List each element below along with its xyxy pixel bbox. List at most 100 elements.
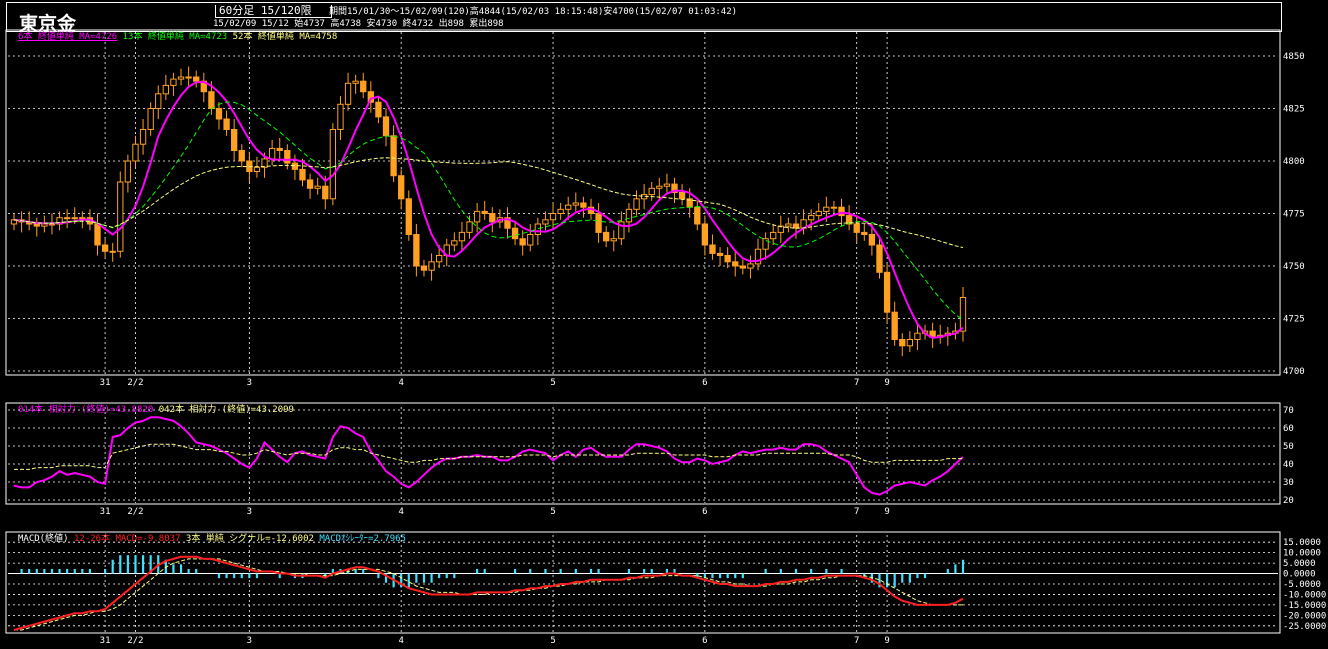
candle-body xyxy=(701,223,709,246)
candle-body xyxy=(481,210,488,214)
candle-body xyxy=(777,225,784,233)
candle-body xyxy=(86,217,94,225)
candle-body xyxy=(762,238,769,250)
candle-body xyxy=(868,234,876,246)
candle-body xyxy=(542,219,549,225)
candle-body xyxy=(876,244,883,273)
candle-body xyxy=(959,297,967,332)
y-tick-label: 0.0000 xyxy=(1283,570,1316,580)
macd-title-legend: MACD(終値) xyxy=(18,534,69,544)
price-panel-frame xyxy=(5,29,1281,376)
candle-body xyxy=(48,223,56,226)
candle-body xyxy=(534,223,542,235)
candle-body xyxy=(215,108,223,120)
candle-body xyxy=(511,227,519,240)
rsi-line-0 xyxy=(13,416,964,496)
oscillator-legend: MACDｵｼﾚｰﾀｰ=2.7965 xyxy=(319,534,406,544)
candle-body xyxy=(572,202,579,206)
day-label: 6 xyxy=(702,378,707,388)
y-tick-label: 4825 xyxy=(1283,105,1305,115)
candle-body xyxy=(18,219,25,223)
candle-body xyxy=(268,147,276,160)
candle-body xyxy=(504,217,511,229)
day-label: 31 xyxy=(100,636,111,646)
candle-body xyxy=(101,244,109,252)
candle-body xyxy=(489,213,496,223)
candle-body xyxy=(276,147,283,151)
candle-body xyxy=(306,179,314,189)
candle-body xyxy=(139,129,147,145)
day-label: 2/2 xyxy=(127,507,143,517)
y-tick-label: 10.0000 xyxy=(1283,549,1321,559)
candle-body xyxy=(200,80,207,93)
candle-body xyxy=(944,332,951,336)
candle-body xyxy=(823,206,830,212)
timeframe-label[interactable]: 60分足 15/120限 xyxy=(215,5,332,18)
candle-body xyxy=(883,271,891,313)
y-tick-label: 4775 xyxy=(1283,210,1305,220)
y-tick-label: 70 xyxy=(1283,406,1294,416)
candle-body xyxy=(648,187,655,196)
candle-body xyxy=(800,219,807,229)
candle-body xyxy=(33,223,40,227)
day-label: 9 xyxy=(884,507,889,517)
candle-body xyxy=(853,223,860,233)
candle-body xyxy=(329,129,337,200)
y-tick-label: -15.0000 xyxy=(1283,601,1326,611)
candle-body xyxy=(724,255,731,263)
candle-body xyxy=(595,213,602,233)
candle-body xyxy=(208,91,215,109)
candle-body xyxy=(337,103,344,131)
day-label: 2/2 xyxy=(127,636,143,646)
y-tick-label: -5.0000 xyxy=(1283,580,1321,590)
day-label: 6 xyxy=(702,636,707,646)
candle-body xyxy=(557,208,564,215)
candle-body xyxy=(458,231,466,242)
candle-body xyxy=(747,263,754,269)
day-label: 9 xyxy=(884,636,889,646)
day-label: 31 xyxy=(100,378,111,388)
candle-body xyxy=(94,223,101,246)
rsi-panel-frame xyxy=(5,402,1281,505)
candle-body xyxy=(830,206,838,209)
day-label: 9 xyxy=(884,378,889,388)
candle-body xyxy=(785,223,792,227)
day-label: 5 xyxy=(550,636,555,646)
candle-body xyxy=(284,150,291,164)
candle-body xyxy=(375,101,382,118)
candle-body xyxy=(845,215,853,225)
candle-body xyxy=(352,80,359,84)
day-label: 5 xyxy=(550,507,555,517)
y-tick-label: 20 xyxy=(1283,496,1294,506)
candle-body xyxy=(496,217,504,223)
day-label: 3 xyxy=(247,378,252,388)
y-tick-label: 15.0000 xyxy=(1283,538,1321,548)
macd-legend: MACD(終値) 12-26本 MACD=-9.8037 3本 単純 シグナル=… xyxy=(18,534,406,545)
day-label: 7 xyxy=(854,378,859,388)
price-legend: 6本 終値単純 MA=4726 13本 終値単純 MA=4723 52本 終値単… xyxy=(18,32,337,43)
candle-body xyxy=(565,204,572,210)
candle-body xyxy=(527,234,534,246)
day-label: 3 xyxy=(247,507,252,517)
candle-body xyxy=(891,311,898,341)
candle-body xyxy=(754,248,762,265)
candle-body xyxy=(124,160,132,183)
candle-body xyxy=(10,219,18,225)
candle-body xyxy=(709,244,716,254)
candle-body xyxy=(231,129,238,151)
candle-body xyxy=(792,223,800,229)
day-label: 4 xyxy=(398,507,403,517)
candle-body xyxy=(238,150,245,162)
candle-body xyxy=(732,261,739,267)
candle-body xyxy=(367,91,374,103)
bar-info: 15/02/09 15/12 始4737 高4738 安4730 終4732 出… xyxy=(213,19,504,29)
y-tick-label: -10.0000 xyxy=(1283,590,1326,600)
day-label: 4 xyxy=(398,636,403,646)
ma6-legend: 6本 終値単純 MA=4726 xyxy=(18,32,118,42)
candle-body xyxy=(291,162,299,170)
rsi42-legend: 042本 相対力 (終値)=43.2099 xyxy=(158,405,294,415)
y-tick-label: 4700 xyxy=(1283,367,1305,377)
candle-body xyxy=(56,217,63,225)
candle-body xyxy=(261,158,268,168)
